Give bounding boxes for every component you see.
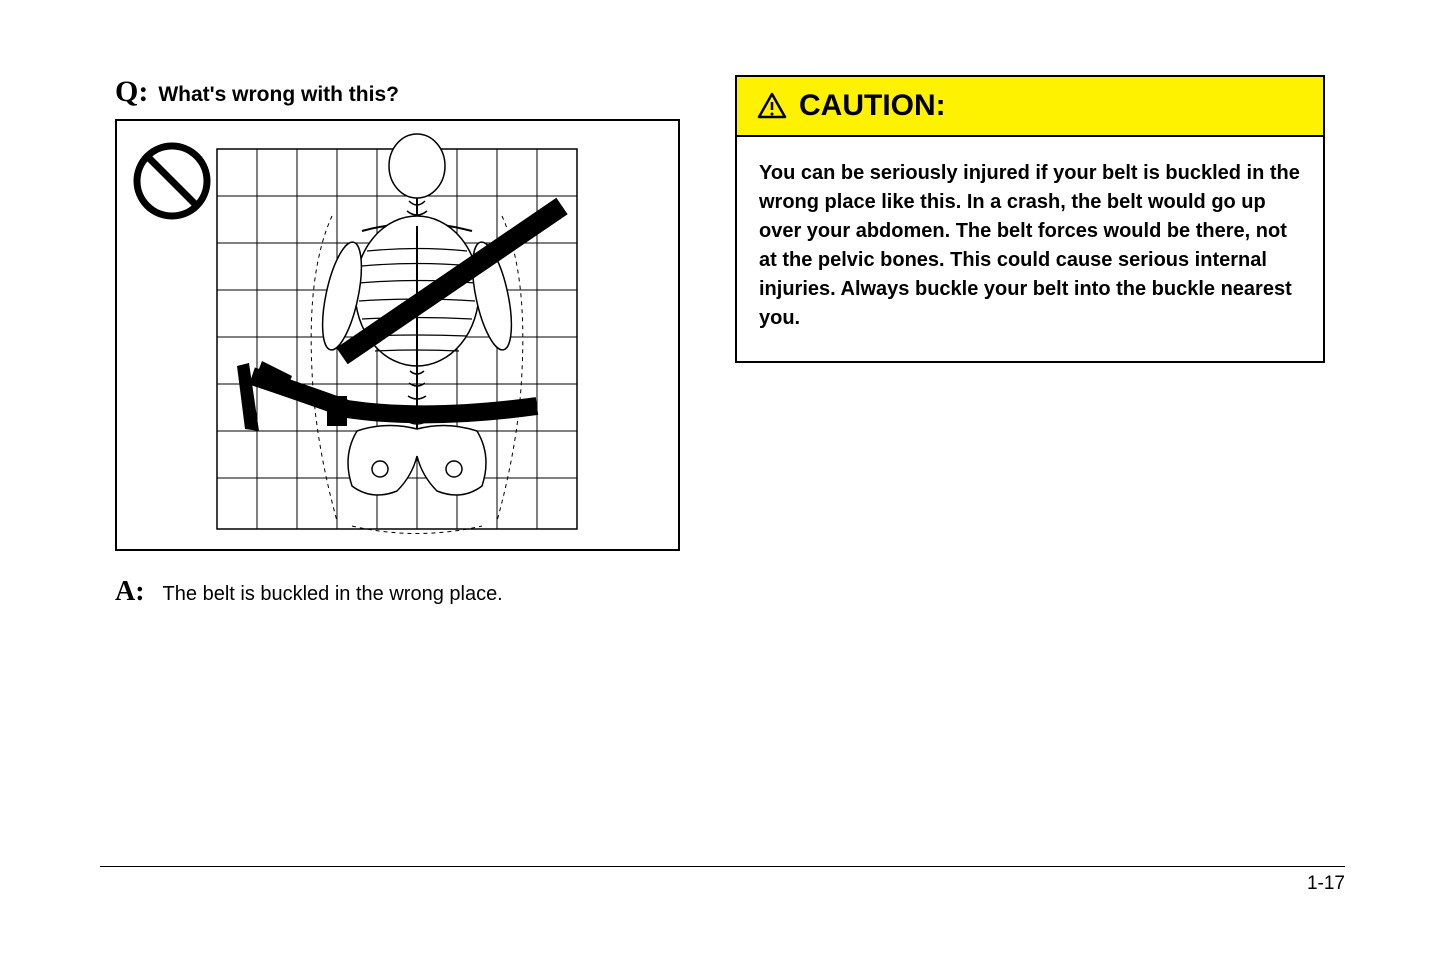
prohibition-icon: [137, 146, 207, 216]
page-number: 1-17: [1307, 873, 1345, 894]
right-column: CAUTION: You can be seriously injured if…: [735, 75, 1325, 363]
warning-triangle-icon: [757, 92, 787, 120]
left-column: Q: What's wrong with this?: [115, 75, 685, 608]
caution-body: You can be seriously injured if your bel…: [737, 137, 1323, 361]
caution-title: CAUTION:: [799, 89, 946, 123]
answer-line: A: The belt is buckled in the wrong plac…: [115, 576, 685, 608]
answer-text: The belt is buckled in the wrong place.: [163, 583, 503, 606]
page-footer: 1-17: [100, 866, 1345, 895]
illustration-box: [115, 119, 680, 551]
caution-header: CAUTION:: [737, 77, 1323, 137]
page-content: Q: What's wrong with this?: [115, 75, 1345, 608]
seatbelt-illustration: [117, 121, 678, 549]
question-line: Q: What's wrong with this?: [115, 75, 685, 109]
question-text: What's wrong with this?: [158, 83, 399, 107]
answer-label: A:: [115, 576, 145, 608]
caution-box: CAUTION: You can be seriously injured if…: [735, 75, 1325, 363]
question-label: Q:: [115, 75, 148, 109]
